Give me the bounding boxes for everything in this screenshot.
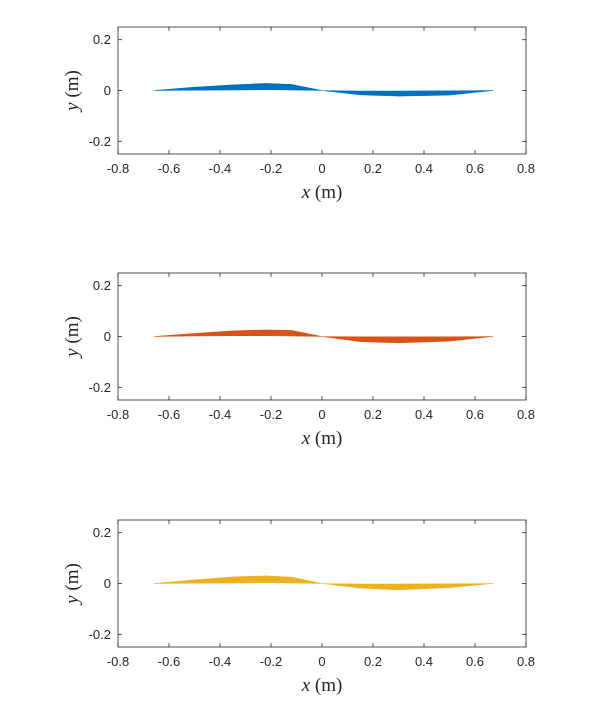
x-axis-unit: (m) xyxy=(310,182,342,203)
y-tick-label: -0.2 xyxy=(89,627,111,642)
y-tick-label: 0 xyxy=(104,329,111,344)
x-tick-label: 0.8 xyxy=(517,407,535,422)
x-tick-label: -0.4 xyxy=(209,407,231,422)
y-tick-label: 0 xyxy=(104,576,111,591)
subplot-3: -0.8 -0.6 -0.4 -0.2 0 0.2 0.4 0.6 0.8 0.2 0 -0.2 x (… xyxy=(62,519,535,696)
shape-fill-2 xyxy=(153,329,493,344)
x-axis-variable: x xyxy=(301,428,311,449)
x-tick-label: -0.2 xyxy=(260,654,282,669)
x-tick-label: -0.4 xyxy=(209,654,231,669)
y-axis-variable: y xyxy=(62,102,83,113)
x-tick-label: -0.6 xyxy=(158,161,180,176)
x-axis-variable: x xyxy=(301,182,311,203)
x-axis-label: x (m) xyxy=(301,182,343,203)
subplot-2: -0.8 -0.6 -0.4 -0.2 0 0.2 0.4 0.6 0.8 0.2 0 -0.2 x (… xyxy=(62,272,535,449)
x-tick-label: 0.2 xyxy=(364,654,382,669)
y-axis-variable: y xyxy=(62,595,83,606)
y-axis-unit: (m) xyxy=(62,70,83,102)
y-tick-label: -0.2 xyxy=(89,134,111,149)
y-tick-label: -0.2 xyxy=(89,380,111,395)
x-tick-label: 0.6 xyxy=(466,654,484,669)
x-tick-label: -0.2 xyxy=(260,407,282,422)
y-axis-label: y (m) xyxy=(62,563,83,606)
x-tick-label: 0.2 xyxy=(364,407,382,422)
y-axis-unit: (m) xyxy=(62,563,83,595)
x-tick-label: -0.4 xyxy=(209,161,231,176)
x-axis-label: x (m) xyxy=(301,428,343,449)
x-tick-label: 0.4 xyxy=(415,161,433,176)
x-tick-label: 0.2 xyxy=(364,161,382,176)
x-tick-label: 0.4 xyxy=(415,654,433,669)
y-tick-label: 0.2 xyxy=(93,525,111,540)
x-tick-label: 0 xyxy=(318,654,325,669)
x-tick-label: 0.4 xyxy=(415,407,433,422)
shape-fill-3 xyxy=(153,575,493,591)
subplots: -0.8 -0.6 -0.4 -0.2 0 0.2 0.4 0.6 0.8 0.2 0 -0.2 x (… xyxy=(62,26,535,696)
x-tick-label: 0.8 xyxy=(517,654,535,669)
y-axis-label: y (m) xyxy=(62,316,83,359)
x-tick-label: -0.8 xyxy=(107,654,129,669)
x-tick-label: 0.8 xyxy=(517,161,535,176)
x-tick-label: 0 xyxy=(318,407,325,422)
x-tick-label: 0.6 xyxy=(466,407,484,422)
x-tick-label: -0.2 xyxy=(260,161,282,176)
y-tick-label: 0.2 xyxy=(93,278,111,293)
x-axis-unit: (m) xyxy=(310,675,342,696)
x-tick-label: 0 xyxy=(318,161,325,176)
y-axis-label: y (m) xyxy=(62,70,83,113)
x-tick-label: 0.6 xyxy=(466,161,484,176)
x-tick-label: -0.6 xyxy=(158,407,180,422)
y-tick-label: 0.2 xyxy=(93,32,111,47)
subplot-1: -0.8 -0.6 -0.4 -0.2 0 0.2 0.4 0.6 0.8 0.2 0 -0.2 x (… xyxy=(62,26,535,203)
x-tick-label: -0.6 xyxy=(158,654,180,669)
x-tick-label: -0.8 xyxy=(107,161,129,176)
y-axis-unit: (m) xyxy=(62,316,83,348)
x-tick-label: -0.8 xyxy=(107,407,129,422)
shape-fill-1 xyxy=(153,83,493,97)
x-axis-unit: (m) xyxy=(310,428,342,449)
x-axis-label: x (m) xyxy=(301,675,343,696)
x-axis-variable: x xyxy=(301,675,311,696)
y-axis-variable: y xyxy=(62,348,83,359)
y-tick-label: 0 xyxy=(104,83,111,98)
